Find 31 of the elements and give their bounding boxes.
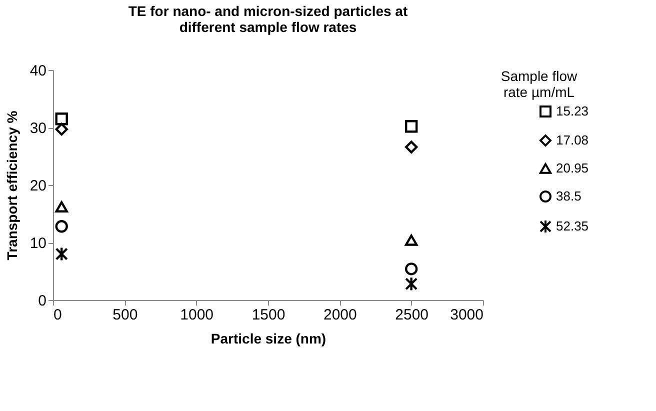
y-tick-label: 40 bbox=[30, 62, 46, 80]
x-tick-label: 500 bbox=[112, 306, 138, 324]
point bbox=[55, 122, 68, 136]
point bbox=[404, 140, 418, 154]
x-tick-label: 1500 bbox=[252, 306, 286, 324]
y-tick-label: 10 bbox=[30, 235, 46, 252]
y-tick-label: 30 bbox=[30, 120, 46, 137]
x-tick-label: 2500 bbox=[395, 306, 429, 324]
legend-label: 20.95 bbox=[556, 160, 589, 176]
legend-title: Sample flow rate µm/mL bbox=[500, 68, 578, 100]
point bbox=[404, 262, 418, 276]
legend-label: 38.5 bbox=[556, 188, 582, 204]
y-axis-title: Transport efficiency % bbox=[4, 110, 20, 260]
x-tick-label: 1000 bbox=[180, 306, 214, 324]
y-tick-label: 20 bbox=[30, 178, 46, 194]
x-tick-label: 3000 bbox=[450, 306, 484, 324]
x-axis-title: Particle size (nm) bbox=[210, 330, 326, 346]
y-tick-label: 0 bbox=[38, 292, 46, 310]
chart-title: TE for nano- and micron-sized particles at different sample flow rates bbox=[128, 3, 408, 35]
point bbox=[55, 246, 68, 262]
point bbox=[55, 112, 68, 126]
point bbox=[55, 201, 68, 212]
point bbox=[404, 120, 418, 133]
x-tick-label: 0 bbox=[54, 306, 62, 324]
point bbox=[404, 234, 418, 246]
point bbox=[55, 220, 68, 233]
x-tick-label: 2000 bbox=[323, 306, 357, 324]
legend-label: 52.35 bbox=[556, 218, 589, 234]
point bbox=[404, 276, 418, 292]
legend-label: 15.23 bbox=[556, 104, 589, 118]
legend-label: 17.08 bbox=[556, 132, 589, 148]
